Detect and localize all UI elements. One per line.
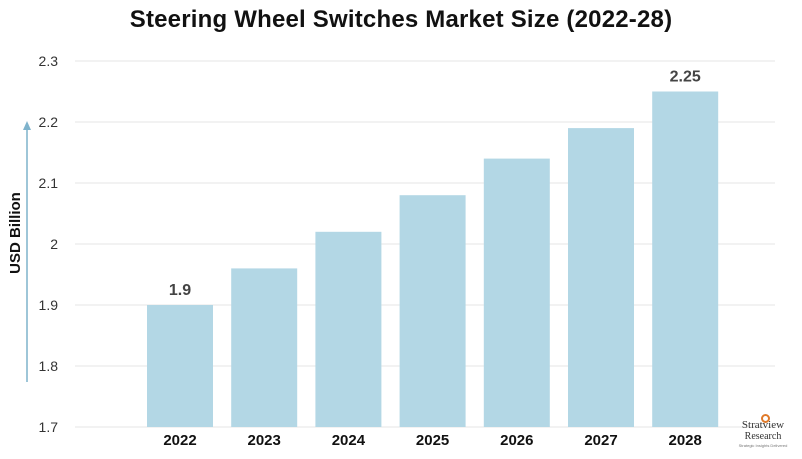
data-label: 1.9	[169, 282, 191, 299]
y-tick-label: 2.2	[39, 114, 59, 130]
bar-2024	[315, 231, 382, 427]
y-tick-label: 2	[50, 236, 58, 252]
x-tick-label: 2025	[416, 432, 449, 449]
y-axis-arrow	[23, 121, 31, 382]
y-tick-label: 1.7	[39, 419, 59, 435]
x-tick-label: 2024	[332, 432, 366, 449]
bar-2027	[568, 128, 634, 427]
logo-mark-icon	[761, 414, 770, 423]
x-tick-label: 2022	[163, 432, 196, 449]
bars	[147, 91, 719, 427]
logo-brand-line2: Research	[744, 431, 782, 442]
y-tick-label: 1.9	[39, 297, 59, 313]
data-labels: 1.9 2.25	[169, 69, 701, 300]
logo-tagline: Strategic Insights Delivered	[738, 443, 788, 448]
y-axis-title: USD Billion	[7, 192, 24, 274]
y-tick-label: 1.8	[39, 358, 59, 374]
x-tick-labels: 2022 2023 2024 2025 2026 2027 2028	[163, 432, 702, 449]
x-tick-label: 2026	[500, 432, 533, 449]
data-label: 2.25	[670, 69, 701, 86]
y-tick-label: 2.1	[39, 175, 59, 191]
bar-2026	[483, 158, 550, 427]
bar-2025	[399, 195, 466, 427]
y-tick-labels: 1.7 1.8 1.9 2 2.1 2.2 2.3	[39, 53, 59, 435]
y-tick-label: 2.3	[39, 53, 59, 69]
bar-2028	[652, 91, 719, 427]
chart-title: Steering Wheel Switches Market Size (202…	[129, 6, 673, 33]
bar-2022	[147, 305, 213, 427]
stratview-logo: Stratview Research Strategic Insights De…	[728, 414, 798, 456]
bar-2023	[231, 268, 298, 427]
x-tick-label: 2023	[248, 432, 281, 449]
logo-brand-line1: Stratview	[741, 419, 785, 431]
x-tick-label: 2028	[669, 432, 702, 449]
x-tick-label: 2027	[584, 432, 617, 449]
